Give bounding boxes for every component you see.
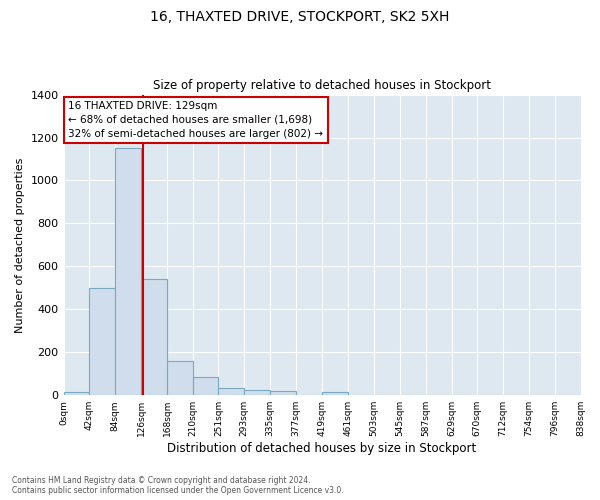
Bar: [322, 392, 348, 395]
Bar: [141, 279, 167, 395]
X-axis label: Distribution of detached houses by size in Stockport: Distribution of detached houses by size …: [167, 442, 476, 455]
Text: 16, THAXTED DRIVE, STOCKPORT, SK2 5XH: 16, THAXTED DRIVE, STOCKPORT, SK2 5XH: [151, 10, 449, 24]
Bar: [270, 392, 296, 395]
Bar: [89, 288, 115, 395]
Bar: [193, 377, 218, 395]
Bar: [167, 361, 193, 395]
Text: 16 THAXTED DRIVE: 129sqm
← 68% of detached houses are smaller (1,698)
32% of sem: 16 THAXTED DRIVE: 129sqm ← 68% of detach…: [68, 101, 323, 139]
Bar: [244, 390, 270, 395]
Bar: [64, 392, 89, 395]
Bar: [115, 148, 141, 395]
Y-axis label: Number of detached properties: Number of detached properties: [15, 157, 25, 332]
Text: Contains HM Land Registry data © Crown copyright and database right 2024.
Contai: Contains HM Land Registry data © Crown c…: [12, 476, 344, 495]
Bar: [218, 388, 244, 395]
Title: Size of property relative to detached houses in Stockport: Size of property relative to detached ho…: [153, 79, 491, 92]
